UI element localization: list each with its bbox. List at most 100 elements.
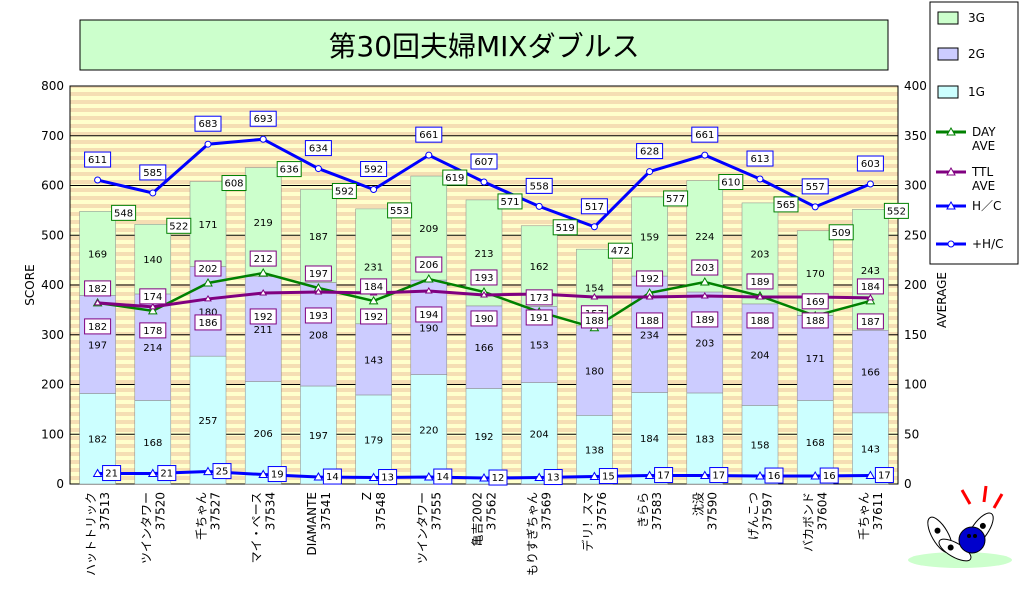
y-tick-label: 500 <box>41 228 64 242</box>
bar-segment <box>686 291 724 394</box>
line-point <box>368 472 379 482</box>
bar-value-label: 213 <box>474 249 493 260</box>
y-tick-label: 100 <box>41 427 64 441</box>
ttl-ave-label-box <box>856 313 884 330</box>
day-ave-label: 174 <box>143 292 162 303</box>
bar-value-label: 234 <box>640 330 659 341</box>
bar-segment <box>410 374 448 485</box>
total-label-box <box>497 193 523 210</box>
bar-segment <box>520 382 558 485</box>
hc-label-box <box>598 468 618 485</box>
day-ave-label-box <box>139 288 167 305</box>
plus-hc-label-box <box>194 115 222 132</box>
day-ave-label-box <box>636 270 664 287</box>
day-ave-label: 193 <box>474 273 493 284</box>
bar-value-label: 179 <box>364 435 383 446</box>
bowling-clipart-icon <box>908 485 1012 568</box>
bar-value-label: 197 <box>88 340 107 351</box>
ttl-ave-label: 188 <box>640 316 659 327</box>
category-name-label: Z <box>360 492 374 500</box>
hc-label-box <box>157 465 177 482</box>
day-ave-label-box <box>304 265 332 282</box>
category-id-label: 37604 <box>816 492 830 530</box>
hc-label: 17 <box>878 471 891 482</box>
hc-label-box <box>267 466 287 483</box>
hc-label: 17 <box>712 471 725 482</box>
bar-value-label: 220 <box>419 425 438 436</box>
line-point <box>866 293 875 301</box>
hc-label-box <box>709 467 729 484</box>
bar-value-label: 158 <box>750 441 769 452</box>
plus-hc-label-box <box>139 164 167 181</box>
bar-value-label: 171 <box>806 354 825 365</box>
ttl-ave-label-box <box>525 309 553 326</box>
line-point <box>259 288 268 296</box>
line-point <box>93 298 102 306</box>
total-label-box <box>663 190 689 207</box>
day-ave-label: 197 <box>309 269 328 280</box>
bar-value-label: 162 <box>530 262 549 273</box>
bar-value-label: 138 <box>585 446 604 457</box>
legend-label: DAY <box>972 125 996 139</box>
bar-segment <box>134 224 172 295</box>
total-label: 522 <box>169 221 188 232</box>
category-id-label: 37590 <box>705 492 719 530</box>
y-tick-label: 800 <box>41 79 64 93</box>
bar-value-label: 143 <box>861 444 880 455</box>
line-point <box>204 294 212 302</box>
day-ave-label-box <box>415 256 443 273</box>
y2-tick-label: 350 <box>904 129 927 143</box>
bar-segment <box>189 355 227 485</box>
plus-hc-label-box <box>746 150 774 167</box>
legend-marker <box>946 200 956 210</box>
legend-label: +H/C <box>972 237 1004 251</box>
line-point <box>865 470 876 480</box>
hc-label: 13 <box>381 473 394 484</box>
line-point <box>646 168 654 176</box>
plus-hc-label: 592 <box>364 164 383 175</box>
ttl-ave-label: 188 <box>750 316 769 327</box>
plus-hc-label: 611 <box>88 155 107 166</box>
plus-hc-label: 683 <box>198 119 217 130</box>
line-point <box>149 189 157 197</box>
hc-label: 17 <box>657 471 670 482</box>
ttl-ave-label-box <box>139 322 167 339</box>
hc-label: 14 <box>326 472 339 483</box>
total-label-box <box>276 161 302 178</box>
ttl-ave-label-box <box>249 308 277 325</box>
plus-hc-label: 661 <box>419 130 438 141</box>
ttl-ave-label: 190 <box>474 314 493 325</box>
category-name-label: デリ！スマ <box>580 492 595 552</box>
plus-hc-label: 661 <box>695 130 714 141</box>
plus-hc-label-box <box>249 110 277 127</box>
category-id-label: 37611 <box>871 492 885 530</box>
bar-segment <box>300 282 337 387</box>
plus-hc-label-box <box>415 126 443 143</box>
y2-tick-label: 250 <box>904 228 927 242</box>
y-tick-label: 700 <box>41 129 64 143</box>
line-point <box>811 203 819 211</box>
legend-marker <box>946 126 956 136</box>
hc-label: 21 <box>160 469 173 480</box>
y-tick-label: 400 <box>41 278 64 292</box>
line-point <box>423 274 434 283</box>
hc-label: 19 <box>271 470 284 481</box>
total-label-box <box>387 202 413 219</box>
line-point <box>755 471 765 480</box>
ttl-ave-label-box <box>580 312 608 329</box>
line-point <box>589 471 600 481</box>
bar-value-label: 182 <box>88 435 107 446</box>
plus-hc-label: 607 <box>474 157 493 168</box>
legend-label: AVE <box>972 139 995 153</box>
line-point <box>424 286 433 294</box>
day-ave-label: 169 <box>806 297 825 308</box>
line-point <box>148 302 157 310</box>
plus-hc-label-box <box>801 178 829 195</box>
line-point <box>314 287 323 295</box>
bar-value-label: 159 <box>640 232 659 243</box>
hc-label-box <box>212 463 232 480</box>
line-point <box>700 291 709 299</box>
total-label: 610 <box>721 178 740 189</box>
legend-label: 2G <box>968 47 985 61</box>
bar-value-label: 211 <box>254 325 273 336</box>
